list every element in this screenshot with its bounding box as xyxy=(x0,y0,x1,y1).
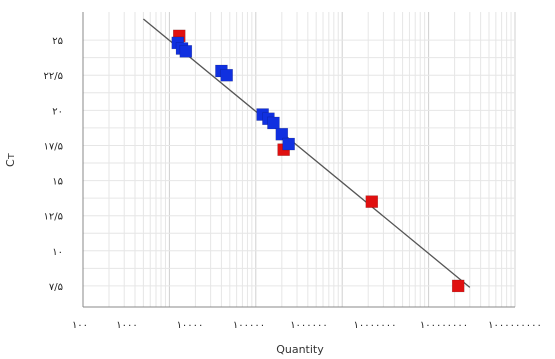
x-tick-label: ۱۰۰۰۰۰۰۰ xyxy=(354,320,397,331)
grid xyxy=(82,12,516,307)
y-tick-label: ۲۵ xyxy=(52,36,63,47)
y-tick-label: ۲۲/۵ xyxy=(44,71,63,82)
x-tick-label: ۱۰۰۰۰۰ xyxy=(233,320,265,331)
y-tick-label: ۱۷/۵ xyxy=(44,141,63,152)
y-tick-label: ۱۰ xyxy=(52,247,63,258)
y-tick-label: ۲۰ xyxy=(52,106,63,117)
x-tick-label: ۱۰۰۰ xyxy=(116,320,137,331)
data-point xyxy=(451,279,465,293)
x-tick-label: ۱۰۰ xyxy=(72,320,88,331)
data-point xyxy=(282,137,295,151)
y-tick-label: ۱۵ xyxy=(52,177,63,188)
trendline-group xyxy=(142,18,471,288)
data-points xyxy=(171,29,465,293)
y-tick-label: ۱۲/۵ xyxy=(44,212,63,223)
tick-labels: ۱۰۰ ۱۰۰۰ ۱۰۰۰۰ ۱۰۰۰۰۰ ۱۰۰۰۰۰۰ ۱۰۰۰۰۰۰۰ ۱۰۰۰۰۰۰… xyxy=(44,36,542,331)
data-point xyxy=(365,195,379,208)
data-point xyxy=(275,127,289,141)
x-tick-label: ۱۰۰۰۰۰۰۰۰۰ xyxy=(488,320,542,331)
axes xyxy=(82,12,515,308)
data-point xyxy=(179,45,193,58)
y-tick-label: ۷/۵ xyxy=(49,282,63,293)
x-tick-label: ۱۰۰۰۰۰۰ xyxy=(290,320,328,331)
x-tick-label: ۱۰۰۰۰۰۰۰۰ xyxy=(420,320,468,331)
trendline xyxy=(142,18,471,288)
x-tick-label: ۱۰۰۰۰ xyxy=(177,320,204,331)
y-axis-label: Cт xyxy=(4,152,17,167)
data-point xyxy=(267,116,280,130)
data-point xyxy=(220,68,233,82)
x-axis-label: Quantity xyxy=(276,343,324,356)
